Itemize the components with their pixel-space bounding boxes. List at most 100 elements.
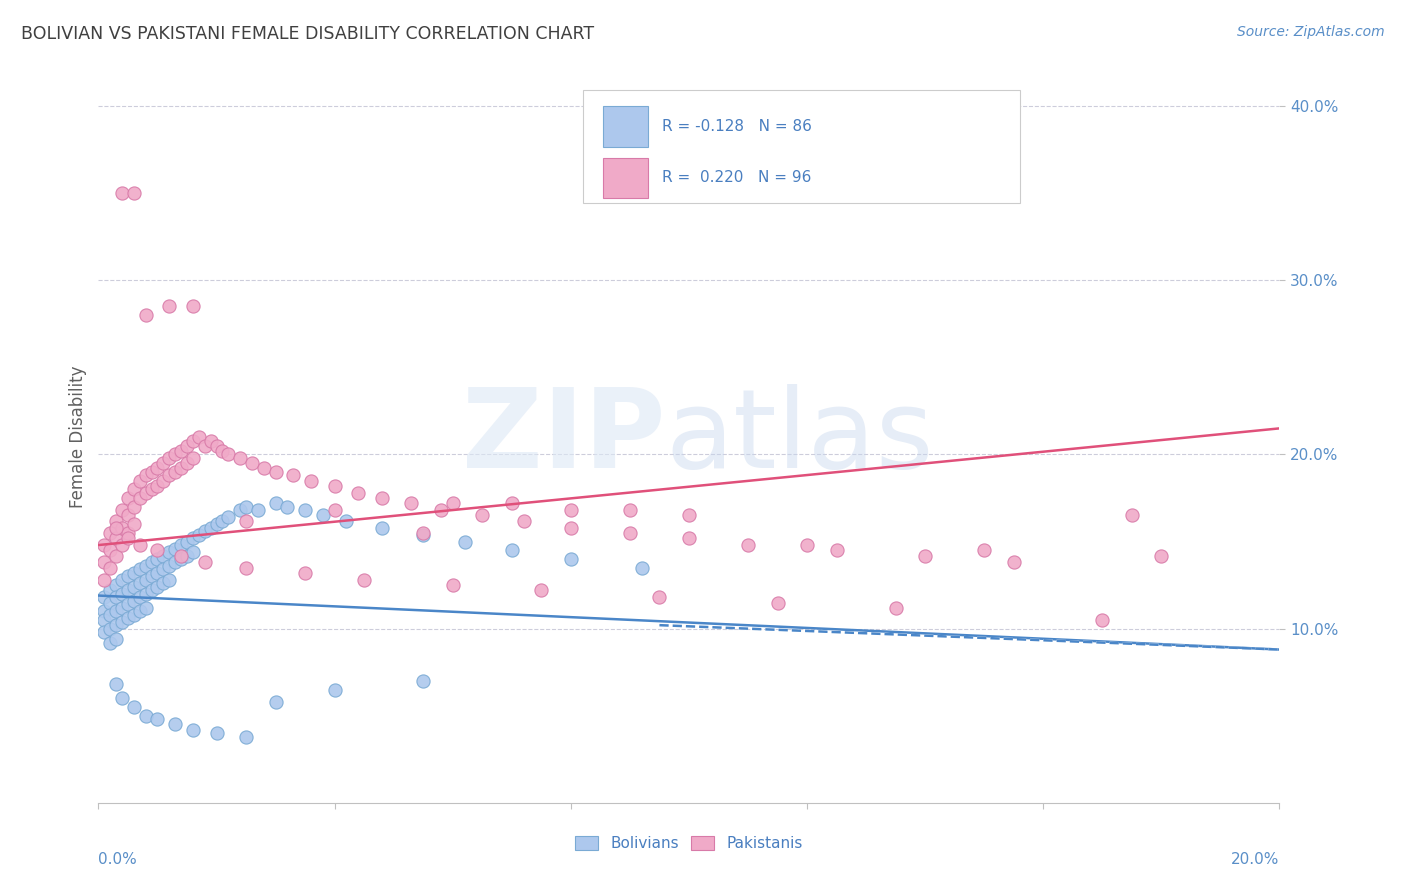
Point xyxy=(128,491,150,505)
Point xyxy=(181,450,204,465)
Point xyxy=(105,531,128,545)
Point xyxy=(152,456,174,470)
Point xyxy=(1121,508,1143,523)
Point xyxy=(146,566,169,580)
Point xyxy=(194,524,217,538)
Text: atlas: atlas xyxy=(665,384,934,491)
Point xyxy=(217,448,239,462)
Point xyxy=(264,496,287,510)
Point xyxy=(105,618,128,632)
Point xyxy=(678,531,700,545)
Point xyxy=(93,573,115,587)
Point xyxy=(401,496,423,510)
Point xyxy=(157,450,180,465)
Point xyxy=(884,600,907,615)
Point xyxy=(117,531,139,545)
Point xyxy=(235,514,257,528)
Point xyxy=(412,525,434,540)
Point xyxy=(181,531,204,545)
Point xyxy=(181,545,204,559)
Point xyxy=(200,521,222,535)
Point xyxy=(146,712,169,726)
Point xyxy=(98,525,121,540)
Point xyxy=(98,583,121,598)
Point xyxy=(152,474,174,488)
Point xyxy=(146,479,169,493)
Point xyxy=(235,730,257,744)
Point xyxy=(181,300,204,314)
Point xyxy=(530,583,553,598)
Point xyxy=(122,607,145,622)
Point xyxy=(98,543,121,558)
Point xyxy=(371,521,394,535)
Point xyxy=(205,517,228,532)
Point xyxy=(560,503,582,517)
Text: ZIP: ZIP xyxy=(463,384,665,491)
Point xyxy=(117,508,139,523)
Point xyxy=(187,527,209,541)
Point xyxy=(93,625,115,640)
Point xyxy=(157,545,180,559)
Point xyxy=(501,496,523,510)
Point xyxy=(205,439,228,453)
Point xyxy=(560,521,582,535)
Point xyxy=(200,434,222,448)
Point xyxy=(98,595,121,609)
Point xyxy=(165,556,187,570)
Point xyxy=(128,604,150,618)
Point xyxy=(117,491,139,505)
Point xyxy=(105,514,128,528)
Text: 0.0%: 0.0% xyxy=(98,852,138,866)
Point xyxy=(135,573,157,587)
Point xyxy=(678,508,700,523)
Text: Source: ZipAtlas.com: Source: ZipAtlas.com xyxy=(1237,25,1385,39)
Point xyxy=(105,578,128,592)
Point xyxy=(146,543,169,558)
Point xyxy=(1150,549,1173,563)
Point xyxy=(122,483,145,497)
Point xyxy=(111,587,134,601)
Bar xyxy=(603,158,648,198)
Point xyxy=(141,556,163,570)
Point xyxy=(240,456,263,470)
Point xyxy=(111,691,134,706)
Point xyxy=(146,580,169,594)
Point xyxy=(157,573,180,587)
Point xyxy=(353,573,375,587)
Point xyxy=(128,576,150,591)
Point xyxy=(246,503,269,517)
Point xyxy=(560,552,582,566)
Point xyxy=(105,604,128,618)
Point xyxy=(111,538,134,552)
Point xyxy=(211,514,233,528)
Point xyxy=(630,560,652,574)
Point xyxy=(165,448,187,462)
Point xyxy=(412,527,434,541)
Point xyxy=(105,521,128,535)
Point xyxy=(93,538,115,552)
Point xyxy=(229,450,252,465)
Point xyxy=(111,600,134,615)
Point xyxy=(619,525,641,540)
Point xyxy=(176,439,198,453)
Point xyxy=(135,708,157,723)
Point xyxy=(122,700,145,714)
Point xyxy=(737,538,759,552)
Point xyxy=(229,503,252,517)
Point xyxy=(135,558,157,573)
Point xyxy=(165,717,187,731)
Point xyxy=(1002,556,1025,570)
Point xyxy=(176,549,198,563)
Point xyxy=(441,578,464,592)
Point xyxy=(93,604,115,618)
Point xyxy=(111,503,134,517)
Point xyxy=(105,632,128,646)
Point xyxy=(796,538,818,552)
Point xyxy=(471,508,494,523)
Point xyxy=(146,461,169,475)
Point xyxy=(135,587,157,601)
Point xyxy=(135,600,157,615)
Y-axis label: Female Disability: Female Disability xyxy=(69,366,87,508)
Point xyxy=(181,723,204,737)
Point xyxy=(135,468,157,483)
